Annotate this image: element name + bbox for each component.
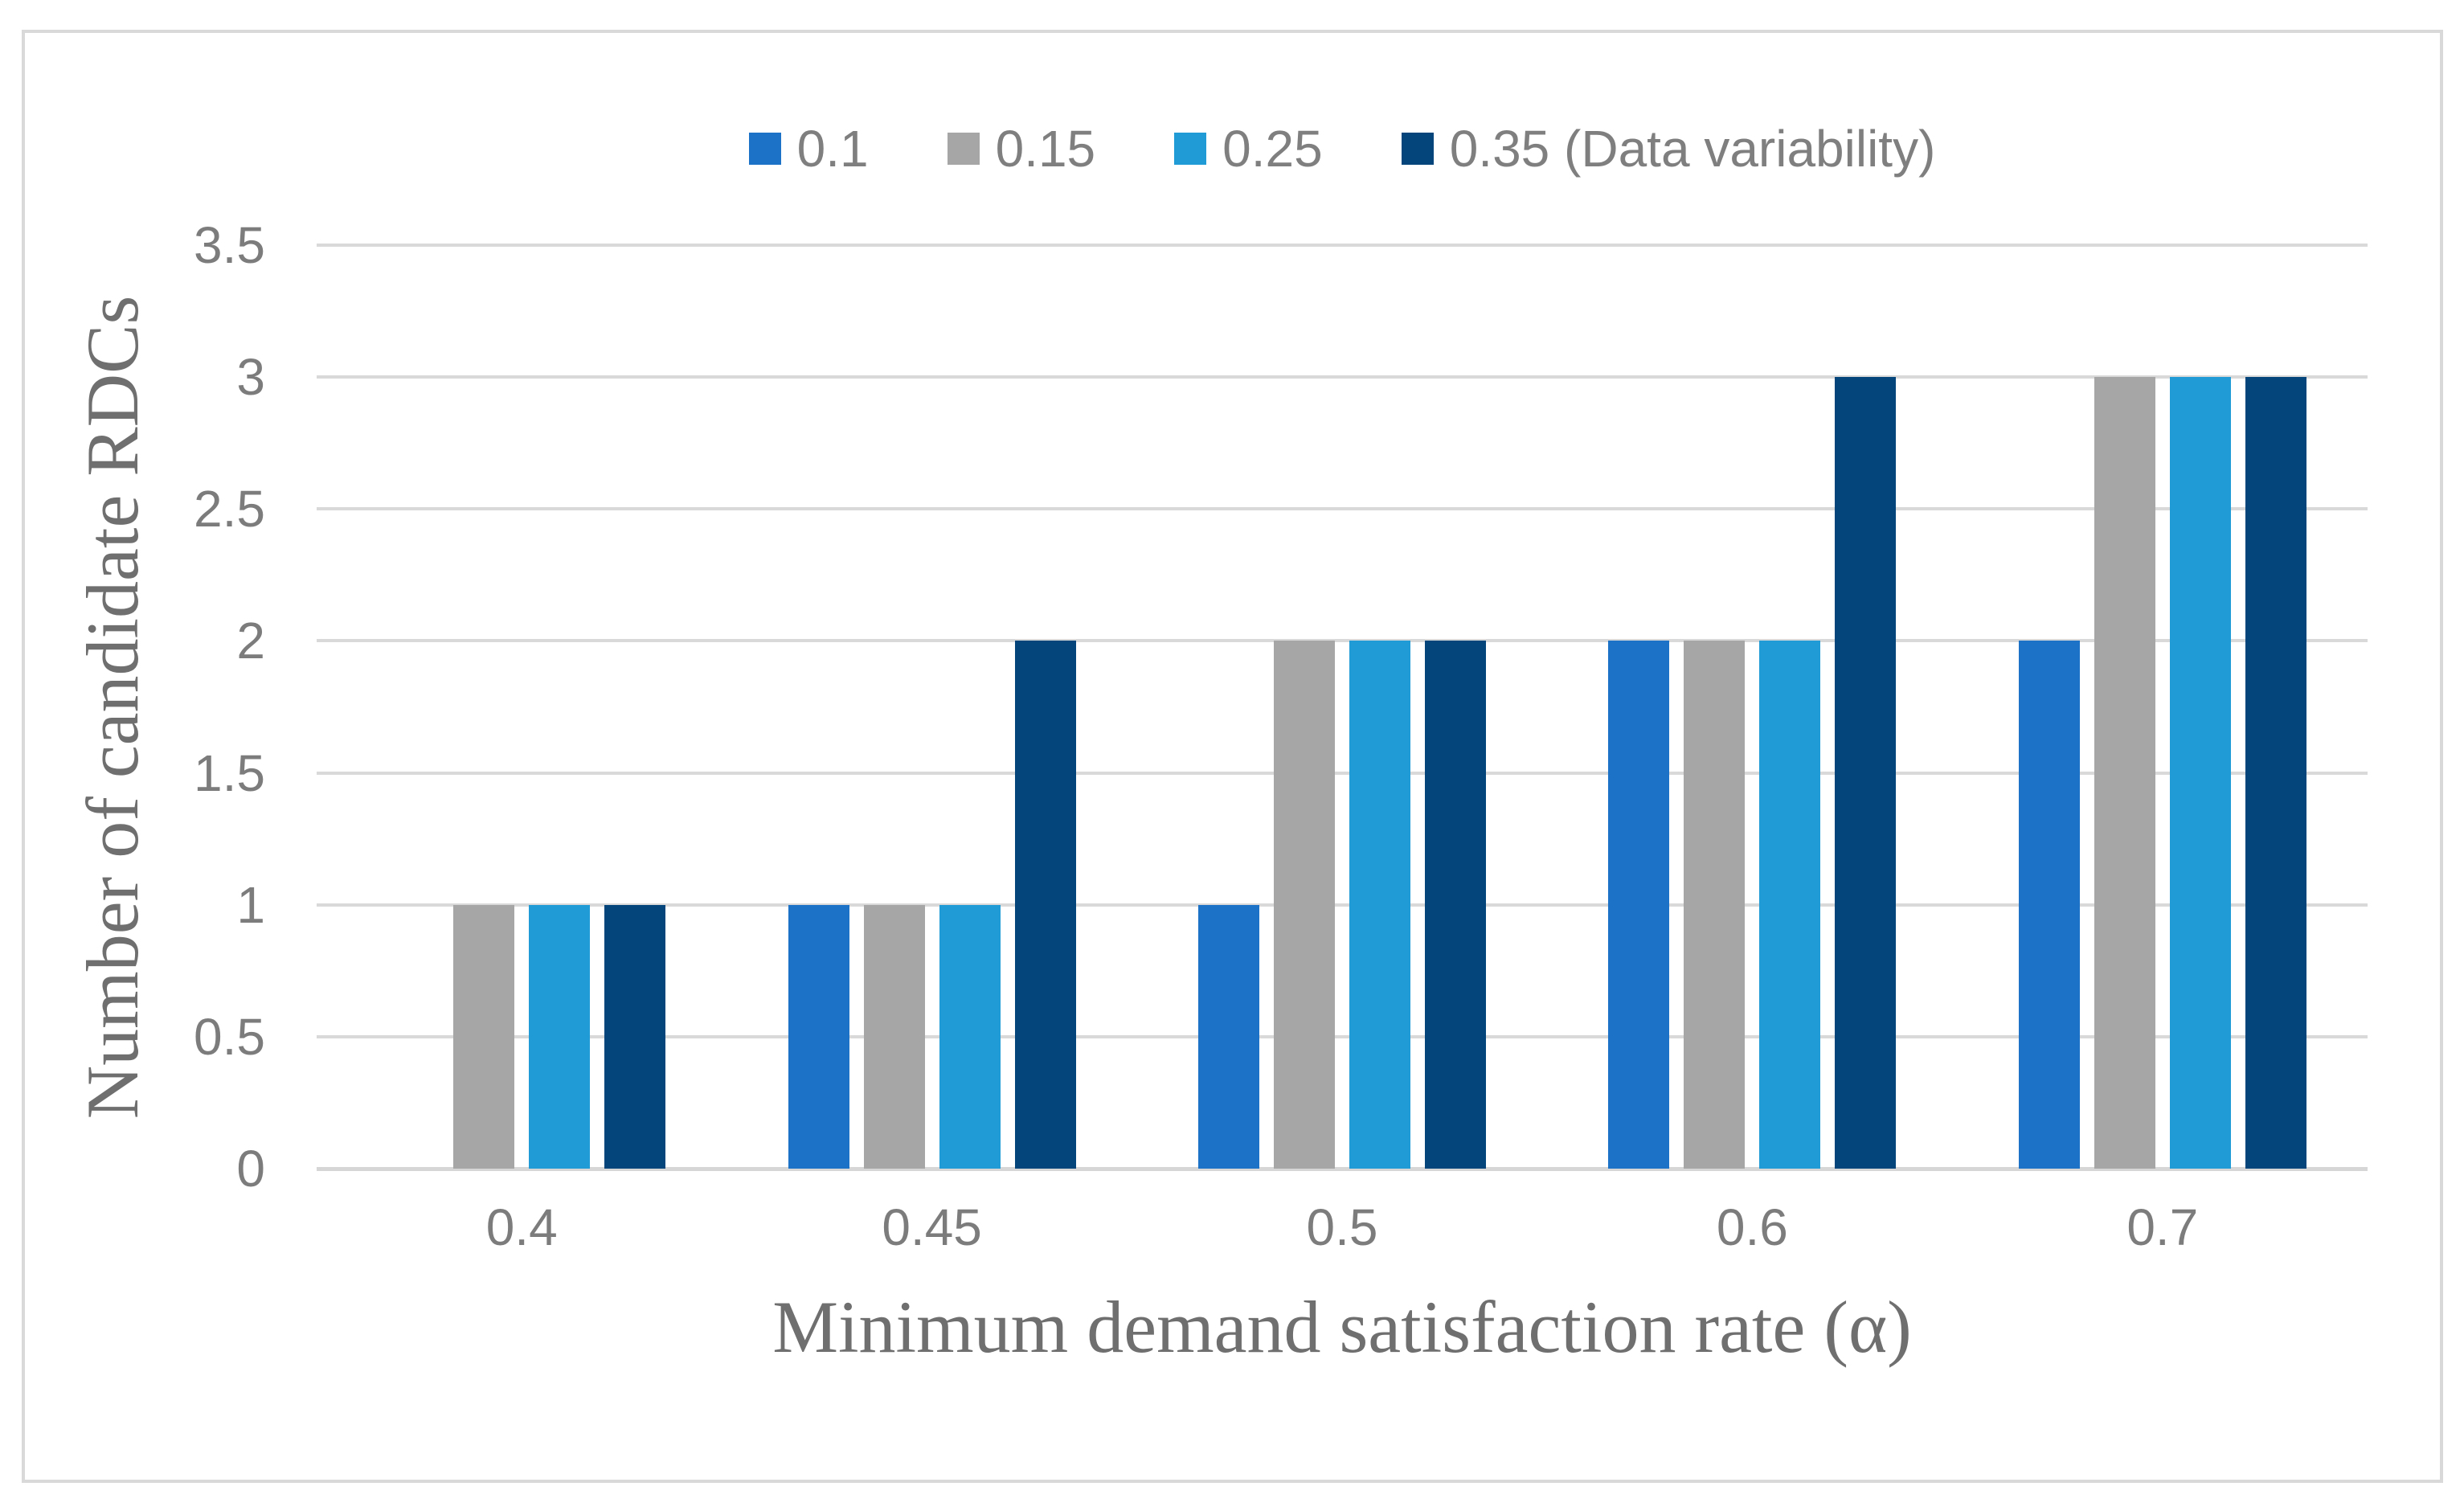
bar-0.1-at-0.7 [2018, 641, 2080, 1169]
bar-0.1-at-0.5 [1198, 904, 1259, 1169]
bar-0.35-at-0.6 [1835, 377, 1897, 1169]
bar-0.15-at-0.45 [863, 904, 925, 1169]
bar-0.35-at-0.45 [1014, 641, 1076, 1169]
y-tick-label: 1 [236, 875, 265, 934]
bar-0.1-at-0.6 [1608, 641, 1670, 1169]
y-tick-label: 2 [236, 612, 265, 670]
y-tick-label: 3.5 [194, 216, 265, 274]
gridline [317, 639, 2368, 643]
legend-item: 0.15 [947, 120, 1096, 178]
plot-area [317, 244, 2368, 1171]
gridline [317, 507, 2368, 511]
x-tick-label: 0.6 [1716, 1198, 1788, 1256]
bar-0.25-at-0.6 [1759, 641, 1821, 1169]
y-tick-label: 3 [236, 348, 265, 407]
x-axis-title: Minimum demand satisfaction rate (α) [772, 1286, 1912, 1368]
y-tick-label: 1.5 [194, 743, 265, 802]
x-tick-label: 0.45 [882, 1198, 982, 1256]
x-axis-line [317, 1167, 2368, 1171]
bar-0.35-at-0.7 [2245, 377, 2306, 1169]
legend-swatch-icon [748, 133, 781, 165]
legend-label: 0.35 (Data variability) [1449, 120, 1936, 178]
y-tick-label: 0.5 [194, 1007, 265, 1066]
x-tick-label: 0.7 [2126, 1198, 2199, 1256]
legend-item: 0.35 (Data variability) [1401, 120, 1936, 178]
legend-swatch-icon [947, 133, 980, 165]
x-tick-label: 0.4 [485, 1198, 558, 1256]
legend-item: 0.25 [1174, 123, 1323, 174]
chart-legend: 0.1 0.15 0.25 0.35 (Data variability) [317, 113, 2368, 185]
bar-0.15-at-0.6 [1684, 641, 1746, 1169]
gridline [317, 375, 2368, 379]
legend-label: 0.15 [995, 120, 1096, 178]
gridline [317, 244, 2368, 247]
bar-0.25-at-0.4 [529, 904, 591, 1169]
gridline [317, 903, 2368, 907]
legend-item: 0.1 [748, 120, 869, 178]
legend-label: 0.1 [796, 120, 869, 178]
bar-0.15-at-0.4 [453, 904, 515, 1169]
bar-0.15-at-0.7 [2094, 377, 2155, 1169]
bar-0.15-at-0.5 [1274, 641, 1335, 1169]
bar-0.25-at-0.45 [939, 904, 1001, 1169]
legend-swatch-icon [1174, 133, 1207, 165]
bar-0.25-at-0.7 [2169, 377, 2231, 1169]
legend-swatch-icon [1401, 133, 1434, 165]
y-tick-label: 0 [236, 1140, 265, 1198]
bar-0.35-at-0.4 [604, 904, 666, 1169]
bar-0.25-at-0.5 [1349, 641, 1410, 1169]
gridline [317, 1034, 2368, 1038]
y-tick-label: 2.5 [194, 480, 265, 539]
bar-0.1-at-0.45 [788, 904, 849, 1169]
y-axis-title: Number of candidate RDCs [72, 295, 153, 1120]
legend-label: 0.25 [1222, 120, 1323, 178]
gridline [317, 771, 2368, 775]
x-tick-label: 0.5 [1306, 1198, 1378, 1256]
bar-0.35-at-0.5 [1425, 641, 1486, 1169]
